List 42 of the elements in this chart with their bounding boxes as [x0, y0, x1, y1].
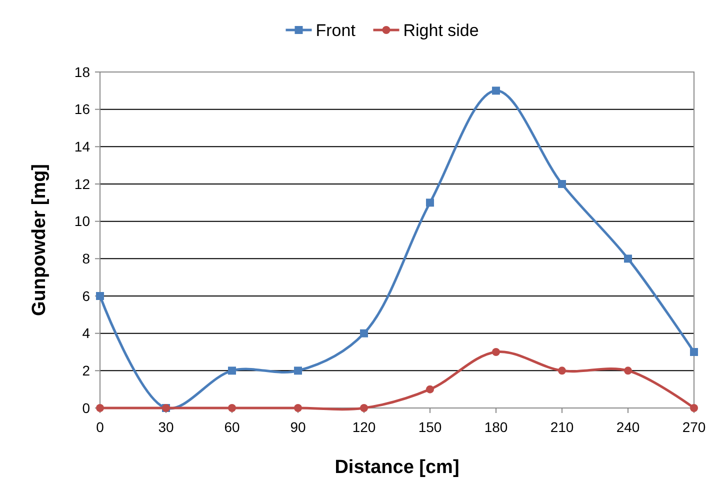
point: [96, 404, 104, 412]
x-tick-label: 210: [550, 419, 574, 435]
y-tick-label: 12: [74, 176, 90, 192]
y-tick-label: 10: [74, 213, 90, 230]
legend-label: Right side: [403, 20, 479, 40]
point: [426, 198, 434, 207]
y-axis-title: Gunpowder [mg]: [29, 164, 50, 316]
point: [624, 254, 632, 263]
x-tick-label: 90: [290, 419, 306, 435]
y-tick-label: 14: [74, 138, 90, 155]
point: [690, 404, 698, 412]
point: [492, 86, 500, 95]
y-tick-label: 18: [74, 64, 90, 80]
x-axis-title: Distance [cm]: [334, 457, 460, 478]
x-tick-label: 120: [352, 419, 376, 435]
legend-label: Front: [316, 20, 356, 40]
point: [492, 348, 500, 356]
x-tick-label: 0: [96, 419, 104, 435]
y-tick-label: 0: [82, 400, 90, 416]
point: [558, 366, 566, 375]
point: [360, 404, 368, 412]
x-tick-label: 30: [158, 419, 174, 435]
point: [360, 329, 368, 338]
x-tick-label: 270: [682, 419, 706, 435]
point: [690, 348, 698, 356]
y-tick-label: 16: [74, 101, 90, 118]
point: [426, 385, 434, 394]
point: [294, 366, 302, 375]
y-tick-label: 8: [82, 250, 90, 267]
x-tick-label: 60: [224, 419, 240, 435]
y-tick-label: 2: [82, 362, 90, 379]
x-tick-label: 180: [484, 419, 508, 435]
y-tick-label: 4: [82, 325, 90, 342]
point: [624, 366, 632, 375]
x-tick-label: 240: [616, 419, 640, 435]
x-tick-label: 150: [418, 419, 442, 435]
y-tick-label: 6: [82, 288, 90, 304]
point: [228, 366, 236, 375]
point: [228, 404, 236, 412]
point: [558, 180, 566, 188]
point: [96, 292, 104, 300]
point: [294, 404, 302, 412]
